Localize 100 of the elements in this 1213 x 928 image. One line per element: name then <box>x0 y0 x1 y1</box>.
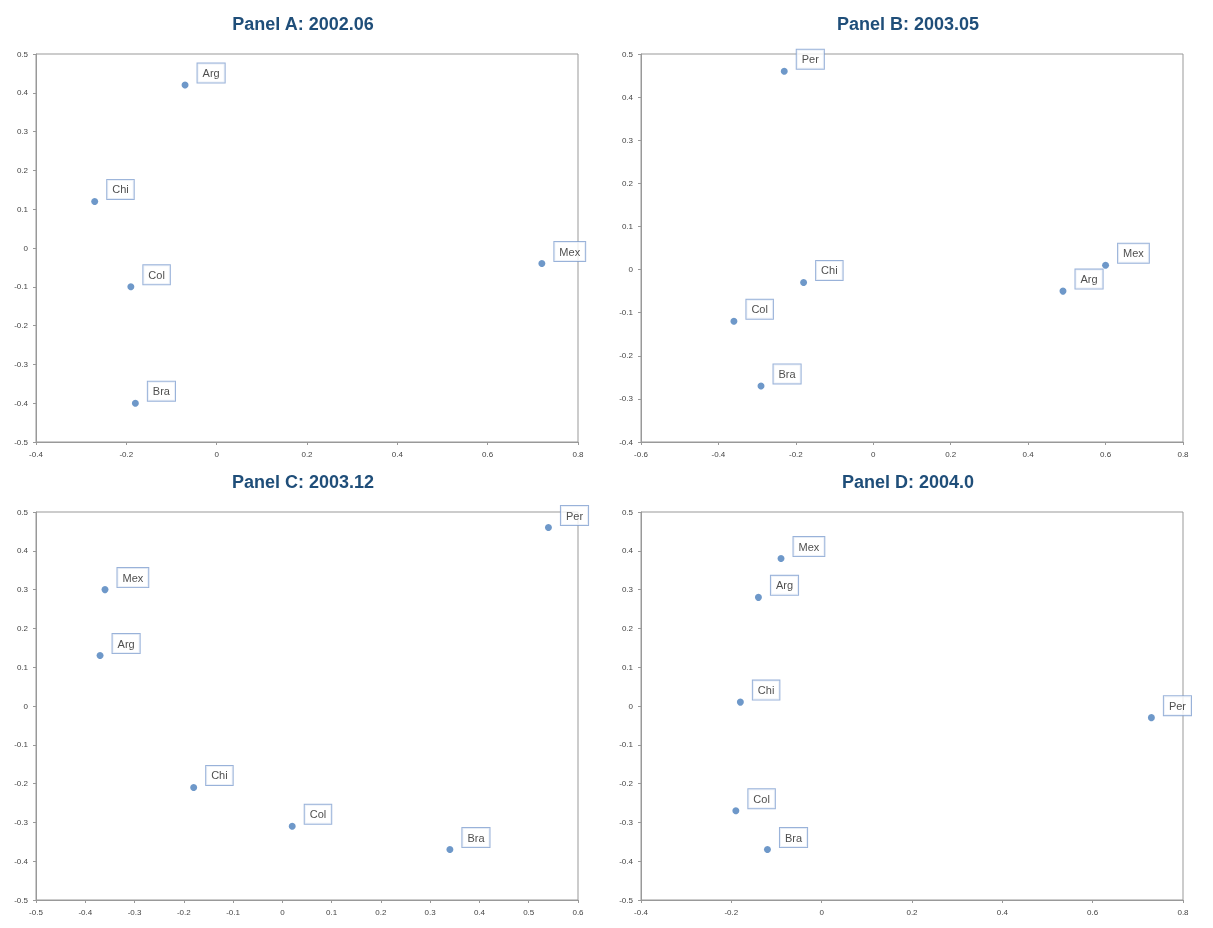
y-tick-label: -0.4 <box>14 398 29 408</box>
x-tick-label: 0.5 <box>523 907 535 917</box>
series-label: Mex <box>559 245 581 258</box>
y-tick-label: 0.3 <box>16 127 29 137</box>
x-tick-label: -0.6 <box>634 449 649 459</box>
series-label: Per <box>565 509 584 522</box>
y-tick-label: -0.1 <box>14 282 29 292</box>
y-tick-label: -0.2 <box>619 351 634 361</box>
y-tick-label: -0.1 <box>619 740 634 750</box>
y-tick-label: 0.1 <box>621 662 634 672</box>
series-label: Mex <box>122 571 144 584</box>
y-tick-label: 0.2 <box>621 623 634 633</box>
series-label: Arg <box>1080 273 1098 286</box>
y-tick-label: -0.3 <box>14 359 29 369</box>
series-label: Bra <box>784 831 803 844</box>
x-tick-label: 0.8 <box>1177 449 1190 459</box>
series-label: Mex <box>798 540 820 553</box>
y-tick-label: -0.3 <box>619 394 634 404</box>
x-tick-label: 0.6 <box>572 907 585 917</box>
y-tick-label: 0.3 <box>621 135 634 145</box>
y-tick-label: -0.3 <box>14 817 29 827</box>
x-tick-label: 0.2 <box>906 907 919 917</box>
y-tick-label: 0 <box>628 701 634 711</box>
chart-title: Panel A: 2002.06 <box>232 14 374 34</box>
y-tick-label: -0.1 <box>14 740 29 750</box>
x-tick-label: -0.1 <box>226 907 241 917</box>
series-label: Bra <box>467 831 486 844</box>
point <box>127 283 135 291</box>
series-label: Per <box>1168 699 1187 712</box>
series-label: Col <box>751 303 768 316</box>
y-tick-label: 0.2 <box>16 623 29 633</box>
x-tick-label: 0.4 <box>996 907 1009 917</box>
chart-title: Panel B: 2003.05 <box>836 14 980 34</box>
x-tick-label: 0.6 <box>1087 907 1099 917</box>
series-label: Col <box>309 808 327 821</box>
point <box>101 586 109 594</box>
y-tick-label: 0.4 <box>16 546 29 556</box>
series-label: Bra <box>778 367 797 380</box>
point <box>763 846 771 854</box>
x-tick-label: -0.4 <box>78 907 93 917</box>
y-tick-label: -0.2 <box>14 779 29 789</box>
y-tick-label: 0.5 <box>16 49 29 59</box>
series-label: Arg <box>775 579 794 592</box>
y-tick-label: -0.2 <box>14 321 29 331</box>
point <box>538 260 546 268</box>
series-label: Chi <box>112 183 129 196</box>
x-tick-label: 0 <box>280 907 286 917</box>
x-tick-label: 0.8 <box>1177 907 1190 917</box>
y-tick-label: 0.4 <box>621 92 634 102</box>
y-tick-label: 0.2 <box>16 165 29 175</box>
y-tick-label: -0.5 <box>14 437 29 447</box>
point <box>131 399 139 407</box>
series-label: Col <box>753 792 770 805</box>
point <box>736 698 744 706</box>
series-label: Chi <box>821 264 838 277</box>
x-tick-label: 0.3 <box>424 907 437 917</box>
point <box>544 524 552 532</box>
series-label: Arg <box>202 67 220 80</box>
y-tick-label: -0.4 <box>14 856 29 866</box>
point <box>446 846 454 854</box>
point <box>800 278 808 286</box>
y-tick-label: 0 <box>23 243 29 253</box>
x-tick-label: 0.2 <box>301 449 314 459</box>
y-tick-label: 0 <box>23 701 29 711</box>
x-tick-label: 0.2 <box>945 449 957 459</box>
x-tick-label: -0.2 <box>788 449 804 459</box>
x-tick-label: 0.4 <box>391 449 404 459</box>
y-tick-label: -0.3 <box>619 817 634 827</box>
x-tick-label: 0 <box>819 907 825 917</box>
y-tick-label: 0.4 <box>621 546 634 556</box>
y-tick-label: -0.5 <box>14 895 29 905</box>
point <box>96 652 104 660</box>
x-tick-label: 0.2 <box>375 907 388 917</box>
y-tick-label: -0.2 <box>619 779 634 789</box>
x-tick-label: 0 <box>214 449 220 459</box>
y-tick-label: -0.1 <box>619 308 634 318</box>
point <box>730 317 738 325</box>
x-tick-label: 0.4 <box>1022 449 1035 459</box>
y-tick-label: 0.1 <box>621 221 634 231</box>
x-tick-label: 0.6 <box>482 449 494 459</box>
point <box>288 822 296 830</box>
point <box>190 783 198 791</box>
series-label: Col <box>148 268 165 281</box>
x-tick-label: 0.4 <box>473 907 486 917</box>
series-label: Bra <box>152 385 171 398</box>
y-tick-label: 0 <box>628 265 634 275</box>
y-tick-label: 0.5 <box>621 507 634 517</box>
series-label: Chi <box>211 769 228 782</box>
chart-title: Panel D: 2004.0 <box>841 472 975 492</box>
x-tick-label: -0.4 <box>711 449 726 459</box>
x-tick-label: 0.6 <box>1100 449 1112 459</box>
series-label: Per <box>801 53 820 66</box>
x-tick-label: 0.8 <box>572 449 585 459</box>
x-tick-label: -0.2 <box>724 907 739 917</box>
y-tick-label: 0.3 <box>16 585 29 595</box>
point <box>777 555 785 563</box>
point <box>1147 714 1155 722</box>
point <box>732 807 740 815</box>
y-tick-label: 0.1 <box>16 662 29 672</box>
y-tick-label: 0.1 <box>16 204 29 214</box>
